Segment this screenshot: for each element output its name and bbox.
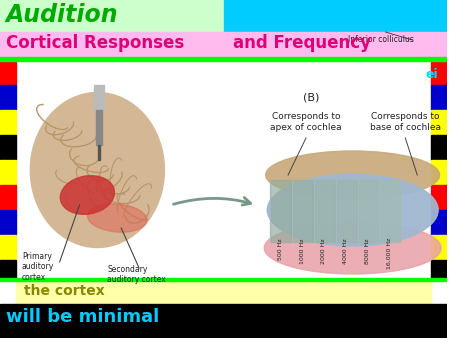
Bar: [0, 160, 16, 185]
Text: Inferior colliculus: Inferior colliculus: [348, 35, 414, 45]
Bar: [431, 210, 447, 235]
Bar: [94, 85, 104, 110]
Bar: [0, 85, 16, 110]
Bar: [96, 110, 102, 145]
Bar: [431, 260, 447, 280]
Text: (B): (B): [303, 92, 320, 102]
Bar: [0, 57, 447, 61]
Bar: [270, 180, 291, 242]
Text: Corresponds to
base of cochlea: Corresponds to base of cochlea: [370, 112, 441, 132]
Text: the cortex: the cortex: [24, 284, 104, 298]
Text: 4000 Hz: 4000 Hz: [343, 238, 348, 264]
Bar: [0, 60, 16, 85]
Text: Corresponds to
apex of cochlea: Corresponds to apex of cochlea: [270, 112, 342, 132]
Ellipse shape: [60, 176, 115, 214]
Bar: [0, 110, 16, 135]
Ellipse shape: [87, 204, 147, 232]
Text: ei: ei: [426, 68, 438, 81]
Text: 1000 Hz: 1000 Hz: [300, 238, 305, 264]
Bar: [292, 180, 313, 242]
Bar: [0, 278, 447, 281]
Text: will be minimal: will be minimal: [6, 308, 159, 326]
Bar: [431, 85, 447, 110]
Text: 16,000 Hz: 16,000 Hz: [387, 238, 392, 269]
Bar: [0, 32, 447, 62]
Bar: [431, 135, 447, 160]
Bar: [314, 180, 335, 242]
Ellipse shape: [267, 174, 438, 246]
Bar: [0, 235, 16, 260]
Bar: [431, 160, 447, 185]
Text: Audition: Audition: [6, 3, 119, 27]
Bar: [431, 110, 447, 135]
Ellipse shape: [30, 93, 164, 247]
Text: Primary
auditory
cortex: Primary auditory cortex: [22, 252, 54, 282]
Bar: [0, 185, 16, 210]
Ellipse shape: [264, 222, 441, 274]
Text: 500 Hz: 500 Hz: [278, 238, 283, 260]
Bar: [0, 304, 447, 338]
Bar: [358, 180, 378, 242]
Text: 8000 Hz: 8000 Hz: [365, 238, 370, 264]
Bar: [431, 235, 447, 260]
Bar: [0, 210, 16, 235]
Bar: [16, 280, 431, 304]
Text: Cortical Responses: Cortical Responses: [6, 34, 184, 52]
Bar: [0, 135, 16, 160]
Text: and Frequency: and Frequency: [234, 34, 371, 52]
Bar: [336, 180, 357, 242]
Bar: [0, 0, 224, 32]
Bar: [431, 185, 447, 210]
Text: Secondary
auditory cortex: Secondary auditory cortex: [107, 265, 166, 284]
Bar: [224, 0, 447, 32]
Ellipse shape: [266, 151, 440, 199]
Bar: [379, 180, 400, 242]
Text: 2000 Hz: 2000 Hz: [321, 238, 326, 264]
Bar: [0, 60, 447, 280]
FancyArrowPatch shape: [174, 197, 251, 205]
Bar: [431, 60, 447, 85]
Bar: [0, 260, 16, 280]
Bar: [99, 145, 100, 160]
